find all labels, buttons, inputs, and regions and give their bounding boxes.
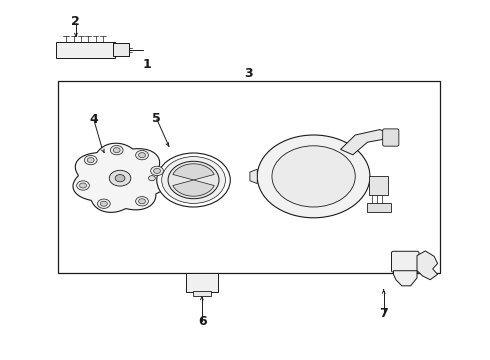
Circle shape (154, 168, 161, 174)
Circle shape (148, 176, 155, 181)
Text: 7: 7 (379, 307, 388, 320)
FancyBboxPatch shape (186, 273, 218, 292)
Polygon shape (173, 180, 214, 196)
Circle shape (151, 166, 164, 176)
Circle shape (162, 157, 225, 203)
FancyBboxPatch shape (193, 291, 211, 296)
Text: 3: 3 (245, 67, 253, 80)
FancyBboxPatch shape (367, 203, 391, 212)
Circle shape (189, 176, 198, 184)
Text: 6: 6 (198, 315, 207, 328)
Circle shape (136, 150, 148, 160)
Circle shape (87, 158, 94, 163)
Circle shape (113, 148, 120, 153)
Text: 2: 2 (71, 15, 79, 28)
Circle shape (98, 199, 110, 208)
Polygon shape (417, 251, 438, 280)
Text: 5: 5 (152, 112, 161, 125)
Circle shape (79, 183, 86, 188)
Circle shape (299, 166, 328, 187)
Circle shape (139, 153, 146, 158)
Circle shape (110, 145, 123, 155)
Circle shape (157, 153, 230, 207)
Polygon shape (393, 271, 417, 286)
Circle shape (84, 156, 97, 165)
Polygon shape (250, 169, 257, 184)
Circle shape (287, 157, 341, 196)
Polygon shape (73, 143, 169, 212)
FancyBboxPatch shape (369, 176, 388, 195)
FancyBboxPatch shape (383, 129, 399, 146)
Circle shape (272, 146, 355, 207)
Circle shape (257, 135, 370, 218)
Circle shape (168, 161, 219, 199)
Text: 1: 1 (143, 58, 151, 71)
FancyBboxPatch shape (392, 251, 419, 272)
Circle shape (109, 170, 131, 186)
Circle shape (139, 199, 146, 204)
Circle shape (167, 182, 174, 188)
FancyBboxPatch shape (56, 42, 115, 58)
Circle shape (401, 261, 411, 268)
Circle shape (167, 169, 174, 175)
Polygon shape (173, 164, 214, 180)
FancyBboxPatch shape (113, 43, 129, 56)
Bar (58, 81, 440, 273)
Circle shape (421, 262, 429, 268)
Circle shape (136, 197, 148, 206)
Circle shape (115, 175, 125, 182)
Polygon shape (341, 130, 390, 155)
Circle shape (76, 181, 89, 190)
Circle shape (100, 201, 107, 206)
Text: 4: 4 (90, 113, 98, 126)
